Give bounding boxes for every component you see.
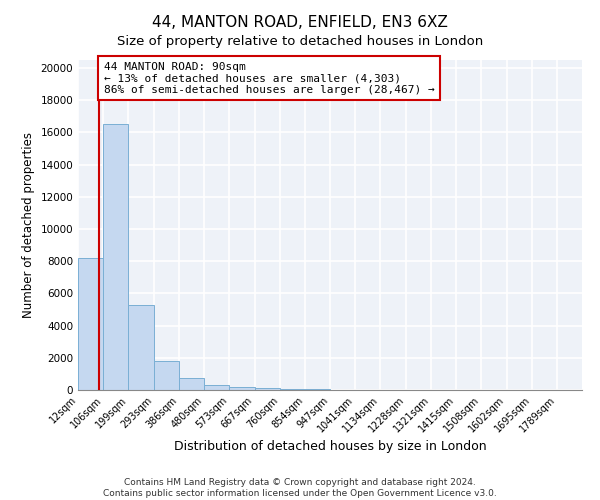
Bar <box>78 258 103 390</box>
Bar <box>254 388 280 390</box>
Y-axis label: Number of detached properties: Number of detached properties <box>22 132 35 318</box>
Text: 44 MANTON ROAD: 90sqm
← 13% of detached houses are smaller (4,303)
86% of semi-d: 44 MANTON ROAD: 90sqm ← 13% of detached … <box>104 62 434 95</box>
Text: 44, MANTON ROAD, ENFIELD, EN3 6XZ: 44, MANTON ROAD, ENFIELD, EN3 6XZ <box>152 15 448 30</box>
X-axis label: Distribution of detached houses by size in London: Distribution of detached houses by size … <box>173 440 487 452</box>
Bar <box>229 387 254 390</box>
Bar <box>128 304 154 390</box>
Bar <box>204 385 229 390</box>
Bar <box>103 124 128 390</box>
Bar <box>280 389 305 390</box>
Bar <box>179 378 204 390</box>
Text: Size of property relative to detached houses in London: Size of property relative to detached ho… <box>117 35 483 48</box>
Text: Contains HM Land Registry data © Crown copyright and database right 2024.
Contai: Contains HM Land Registry data © Crown c… <box>103 478 497 498</box>
Bar <box>154 361 179 390</box>
